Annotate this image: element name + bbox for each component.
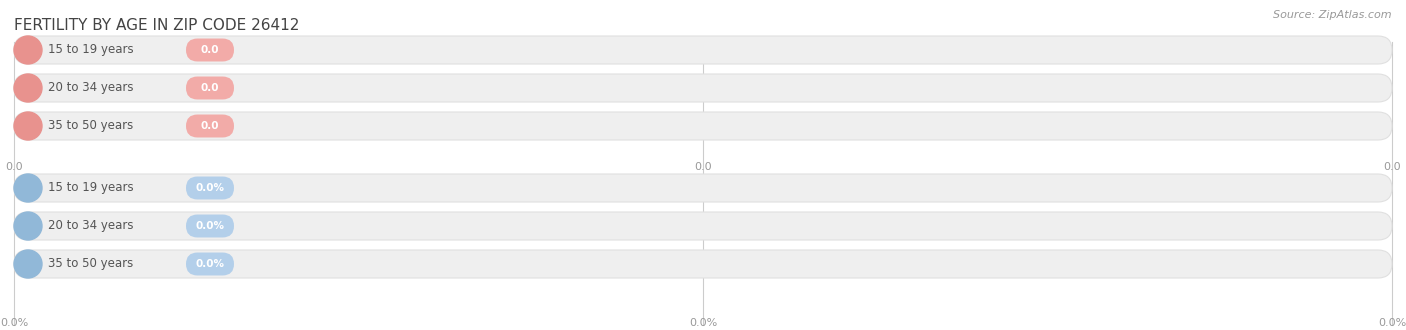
Text: Source: ZipAtlas.com: Source: ZipAtlas.com bbox=[1274, 10, 1392, 20]
FancyBboxPatch shape bbox=[186, 214, 233, 238]
FancyBboxPatch shape bbox=[14, 112, 1392, 140]
Circle shape bbox=[14, 36, 42, 64]
FancyBboxPatch shape bbox=[186, 252, 233, 276]
FancyBboxPatch shape bbox=[14, 212, 1392, 240]
Circle shape bbox=[14, 112, 42, 140]
Circle shape bbox=[14, 74, 42, 102]
FancyBboxPatch shape bbox=[14, 250, 1392, 278]
Text: 15 to 19 years: 15 to 19 years bbox=[48, 44, 134, 56]
Text: 0.0%: 0.0% bbox=[195, 183, 225, 193]
Text: 0.0%: 0.0% bbox=[1378, 318, 1406, 328]
Text: 0.0%: 0.0% bbox=[689, 318, 717, 328]
Text: 0.0: 0.0 bbox=[1384, 162, 1400, 172]
FancyBboxPatch shape bbox=[186, 115, 233, 138]
Text: FERTILITY BY AGE IN ZIP CODE 26412: FERTILITY BY AGE IN ZIP CODE 26412 bbox=[14, 18, 299, 33]
Text: 0.0: 0.0 bbox=[201, 83, 219, 93]
Text: 0.0%: 0.0% bbox=[0, 318, 28, 328]
FancyBboxPatch shape bbox=[186, 177, 233, 199]
Text: 0.0: 0.0 bbox=[695, 162, 711, 172]
Text: 15 to 19 years: 15 to 19 years bbox=[48, 182, 134, 194]
Circle shape bbox=[14, 250, 42, 278]
FancyBboxPatch shape bbox=[14, 74, 1392, 102]
Text: 0.0%: 0.0% bbox=[195, 221, 225, 231]
FancyBboxPatch shape bbox=[14, 174, 1392, 202]
Text: 20 to 34 years: 20 to 34 years bbox=[48, 82, 134, 94]
Text: 35 to 50 years: 35 to 50 years bbox=[48, 257, 134, 271]
Circle shape bbox=[14, 212, 42, 240]
FancyBboxPatch shape bbox=[14, 36, 1392, 64]
Text: 35 to 50 years: 35 to 50 years bbox=[48, 119, 134, 133]
Text: 0.0: 0.0 bbox=[201, 121, 219, 131]
Text: 0.0%: 0.0% bbox=[195, 259, 225, 269]
FancyBboxPatch shape bbox=[186, 77, 233, 99]
Text: 0.0: 0.0 bbox=[201, 45, 219, 55]
Text: 20 to 34 years: 20 to 34 years bbox=[48, 219, 134, 233]
FancyBboxPatch shape bbox=[186, 39, 233, 61]
Text: 0.0: 0.0 bbox=[6, 162, 22, 172]
Circle shape bbox=[14, 174, 42, 202]
